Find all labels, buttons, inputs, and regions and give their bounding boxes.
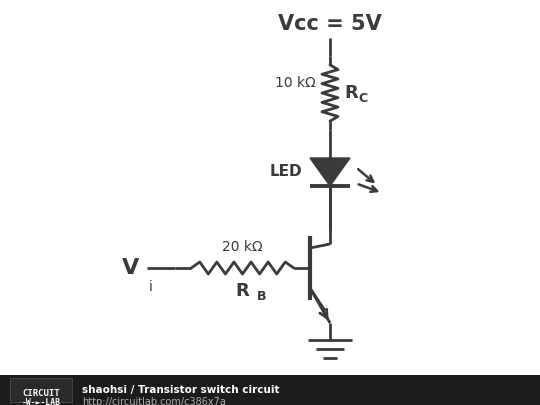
- Bar: [10, 378, 72, 402]
- Text: -W-►-LAB: -W-►-LAB: [22, 398, 60, 405]
- Text: i: i: [149, 280, 153, 294]
- Text: B: B: [256, 290, 266, 303]
- Text: Vcc = 5V: Vcc = 5V: [278, 14, 382, 34]
- Text: shaohsi / Transistor switch circuit: shaohsi / Transistor switch circuit: [82, 385, 280, 395]
- Text: C: C: [358, 92, 367, 105]
- Text: R: R: [235, 282, 249, 300]
- Text: http://circuitlab.com/c386x7a: http://circuitlab.com/c386x7a: [82, 397, 226, 405]
- Text: CIRCUIT: CIRCUIT: [22, 389, 60, 398]
- Bar: [0, 375, 540, 405]
- Text: R: R: [344, 84, 357, 102]
- Text: 10 kΩ: 10 kΩ: [275, 76, 316, 90]
- Text: LED: LED: [269, 164, 302, 179]
- Polygon shape: [310, 158, 350, 186]
- Text: V: V: [122, 258, 139, 278]
- Text: 20 kΩ: 20 kΩ: [222, 240, 263, 254]
